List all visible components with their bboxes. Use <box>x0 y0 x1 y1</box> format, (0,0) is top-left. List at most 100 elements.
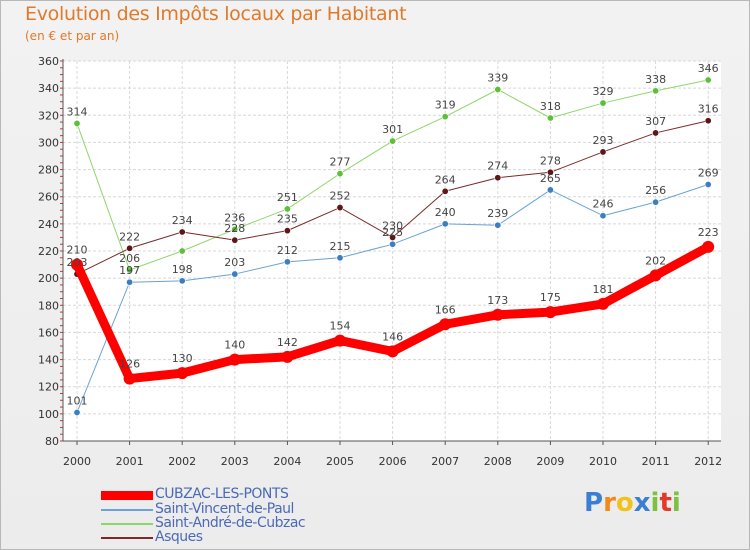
data-point-cubzac-les-ponts <box>702 240 715 253</box>
y-tick-label: 140 <box>38 354 59 367</box>
x-tick-label: 2007 <box>431 455 459 468</box>
data-point-saint-andre-de-cubzac <box>652 87 660 95</box>
y-tick-label: 300 <box>38 136 59 149</box>
logo-letter: r <box>603 488 616 518</box>
legend-label: CUBZAC-LES-PONTS <box>155 486 289 502</box>
data-point-asques <box>336 204 344 212</box>
data-point-cubzac-les-ponts <box>597 297 609 310</box>
data-point-cubzac-les-ponts <box>71 258 83 271</box>
data-point-saint-vincent-de-paul <box>73 408 81 416</box>
data-point-saint-vincent-de-paul <box>652 198 660 206</box>
data-label-saint-vincent-de-paul: 256 <box>645 184 666 197</box>
data-label-asques: 228 <box>224 222 245 235</box>
data-point-saint-andre-de-cubzac <box>704 76 712 84</box>
plot-area <box>63 61 721 441</box>
data-label-cubzac-les-ponts: 130 <box>172 352 193 365</box>
data-point-asques <box>704 117 712 125</box>
data-label-asques: 234 <box>172 214 193 227</box>
y-tick-label: 360 <box>38 55 59 68</box>
legend-item-cubzac: CUBZAC-LES-PONTS <box>101 486 501 503</box>
data-point-saint-vincent-de-paul <box>283 258 291 266</box>
data-label-asques: 235 <box>277 213 298 226</box>
data-point-asques <box>126 244 134 252</box>
y-tick-label: 340 <box>38 82 59 95</box>
y-tick-label: 200 <box>38 272 59 285</box>
legend-item-saint-vincent: Saint-Vincent-de-Paul <box>101 501 501 518</box>
data-label-saint-andre-de-cubzac: 314 <box>67 105 88 118</box>
x-tick-label: 2012 <box>694 455 722 468</box>
data-point-saint-vincent-de-paul <box>178 277 186 285</box>
x-tick-label: 2008 <box>484 455 512 468</box>
data-point-saint-andre-de-cubzac <box>441 113 449 121</box>
data-label-cubzac-les-ponts: 126 <box>119 358 140 371</box>
data-label-cubzac-les-ponts: 202 <box>645 254 666 267</box>
x-tick-label: 2009 <box>536 455 564 468</box>
data-point-saint-andre-de-cubzac <box>126 266 134 274</box>
data-label-asques: 278 <box>540 154 561 167</box>
data-point-saint-vincent-de-paul <box>231 270 239 278</box>
chart-subtitle: (en € et par an) <box>25 29 120 43</box>
x-tick-label: 2003 <box>221 455 249 468</box>
data-label-saint-andre-de-cubzac: 251 <box>277 191 298 204</box>
data-label-saint-andre-de-cubzac: 318 <box>540 100 561 113</box>
data-point-saint-vincent-de-paul <box>389 240 397 248</box>
data-point-saint-vincent-de-paul <box>336 254 344 262</box>
data-point-saint-vincent-de-paul <box>494 221 502 229</box>
legend-label: Saint-André-de-Cubzac <box>155 515 306 531</box>
data-point-saint-andre-de-cubzac <box>178 247 186 255</box>
data-label-asques: 264 <box>435 173 456 186</box>
x-tick-label: 2004 <box>273 455 301 468</box>
data-label-saint-andre-de-cubzac: 339 <box>487 72 508 85</box>
data-point-saint-vincent-de-paul <box>126 278 134 286</box>
data-label-saint-andre-de-cubzac: 338 <box>645 73 666 86</box>
data-point-saint-vincent-de-paul <box>441 220 449 228</box>
data-label-saint-vincent-de-paul: 198 <box>172 263 193 276</box>
y-tick-label: 180 <box>38 299 59 312</box>
data-point-asques <box>231 236 239 244</box>
data-point-saint-vincent-de-paul <box>546 186 554 194</box>
y-tick-label: 80 <box>45 435 59 448</box>
data-point-asques <box>494 174 502 182</box>
logo-letter: t <box>659 488 672 518</box>
data-label-saint-vincent-de-paul: 240 <box>435 206 456 219</box>
legend-label: Saint-Vincent-de-Paul <box>155 501 294 517</box>
data-label-saint-andre-de-cubzac: 319 <box>435 99 456 112</box>
data-label-saint-andre-de-cubzac: 301 <box>382 123 403 136</box>
data-label-cubzac-les-ponts: 175 <box>540 291 561 304</box>
y-tick-label: 120 <box>38 381 59 394</box>
data-label-saint-vincent-de-paul: 225 <box>382 226 403 239</box>
data-point-asques <box>652 129 660 137</box>
data-label-saint-vincent-de-paul: 246 <box>593 198 614 211</box>
data-point-saint-andre-de-cubzac <box>494 86 502 94</box>
data-label-saint-andre-de-cubzac: 277 <box>330 156 351 169</box>
proxiti-logo: Proxiti <box>584 488 681 518</box>
data-point-cubzac-les-ponts <box>228 353 241 366</box>
data-label-saint-vincent-de-paul: 203 <box>224 256 245 269</box>
logo-letter: o <box>615 488 634 518</box>
data-label-asques: 203 <box>67 256 88 269</box>
data-label-cubzac-les-ponts: 154 <box>330 320 351 333</box>
data-label-saint-vincent-de-paul: 197 <box>119 264 140 277</box>
data-label-cubzac-les-ponts: 166 <box>435 303 456 316</box>
data-point-cubzac-les-ponts <box>334 334 346 347</box>
data-point-cubzac-les-ponts <box>491 308 504 321</box>
data-label-asques: 293 <box>593 134 614 147</box>
logo-letter: i <box>650 488 660 518</box>
data-label-asques: 274 <box>487 160 508 173</box>
data-label-cubzac-les-ponts: 181 <box>593 283 614 296</box>
data-label-asques: 222 <box>119 230 140 243</box>
legend-swatch <box>101 490 153 500</box>
data-label-asques: 230 <box>382 219 403 232</box>
data-point-asques <box>283 227 291 235</box>
legend-swatch <box>101 537 153 539</box>
x-tick-label: 2000 <box>63 455 91 468</box>
data-point-saint-andre-de-cubzac <box>231 225 239 233</box>
data-label-saint-andre-de-cubzac: 346 <box>698 62 719 75</box>
data-label-asques: 252 <box>330 190 351 203</box>
data-point-saint-vincent-de-paul <box>599 212 607 220</box>
data-point-saint-andre-de-cubzac <box>73 119 81 127</box>
data-label-saint-vincent-de-paul: 101 <box>67 395 88 408</box>
legend-swatch <box>101 523 153 525</box>
data-point-cubzac-les-ponts <box>544 306 557 319</box>
y-tick-label: 280 <box>38 164 59 177</box>
